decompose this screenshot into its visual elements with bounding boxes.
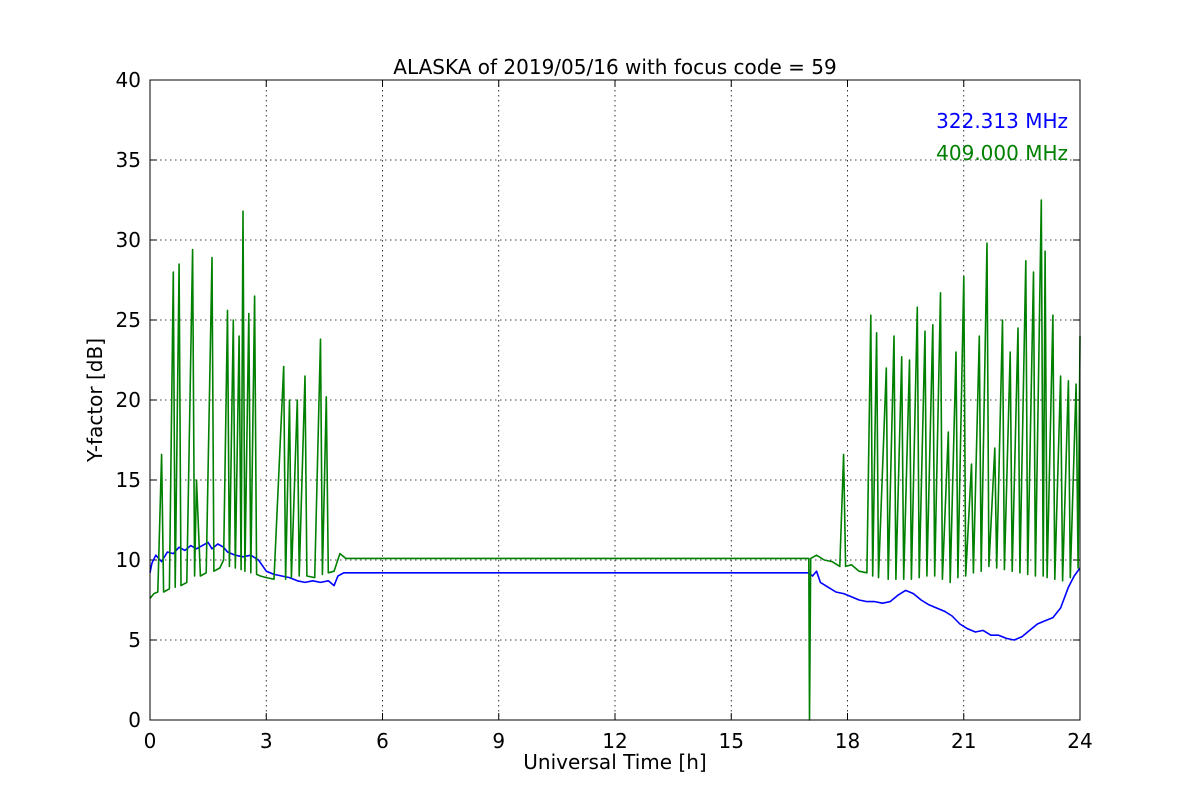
legend-entry-322-mhz: 322.313 MHz [936,109,1068,133]
y-tick-label: 20 [116,388,141,412]
y-tick-label: 25 [116,308,141,332]
series-line-1 [149,199,1081,721]
legend-entry-409-mhz: 409.000 MHz [936,141,1068,165]
y-tick-label: 40 [116,68,141,92]
x-tick-label: 12 [602,729,627,753]
x-tick-label: 3 [260,729,273,753]
y-tick-label: 10 [116,548,141,572]
x-tick-label: 18 [835,729,860,753]
y-tick-label: 0 [128,708,141,732]
series-lines [149,199,1081,721]
x-tick-label: 15 [719,729,744,753]
x-tick-label: 21 [951,729,976,753]
y-tick-label: 5 [128,628,141,652]
x-tick-label: 9 [492,729,505,753]
x-tick-label: 6 [376,729,389,753]
chart-title: ALASKA of 2019/05/16 with focus code = 5… [393,55,836,79]
y-tick-label: 15 [116,468,141,492]
x-tick-label: 24 [1067,729,1092,753]
series-line-0 [149,541,1081,641]
x-tick-label: 0 [144,729,157,753]
y-tick-label: 35 [116,148,141,172]
legend: 322.313 MHz 409.000 MHz [936,109,1068,165]
x-axis-label: Universal Time [h] [523,750,706,774]
plot-frame [149,79,1081,721]
y-axis-label: Y-factor [dB] [83,338,107,463]
axis-ticks: 0 3 6 9 12 15 18 21 24 0 5 10 15 20 25 30 35 40 [116,68,1093,753]
y-tick-label: 30 [116,228,141,252]
